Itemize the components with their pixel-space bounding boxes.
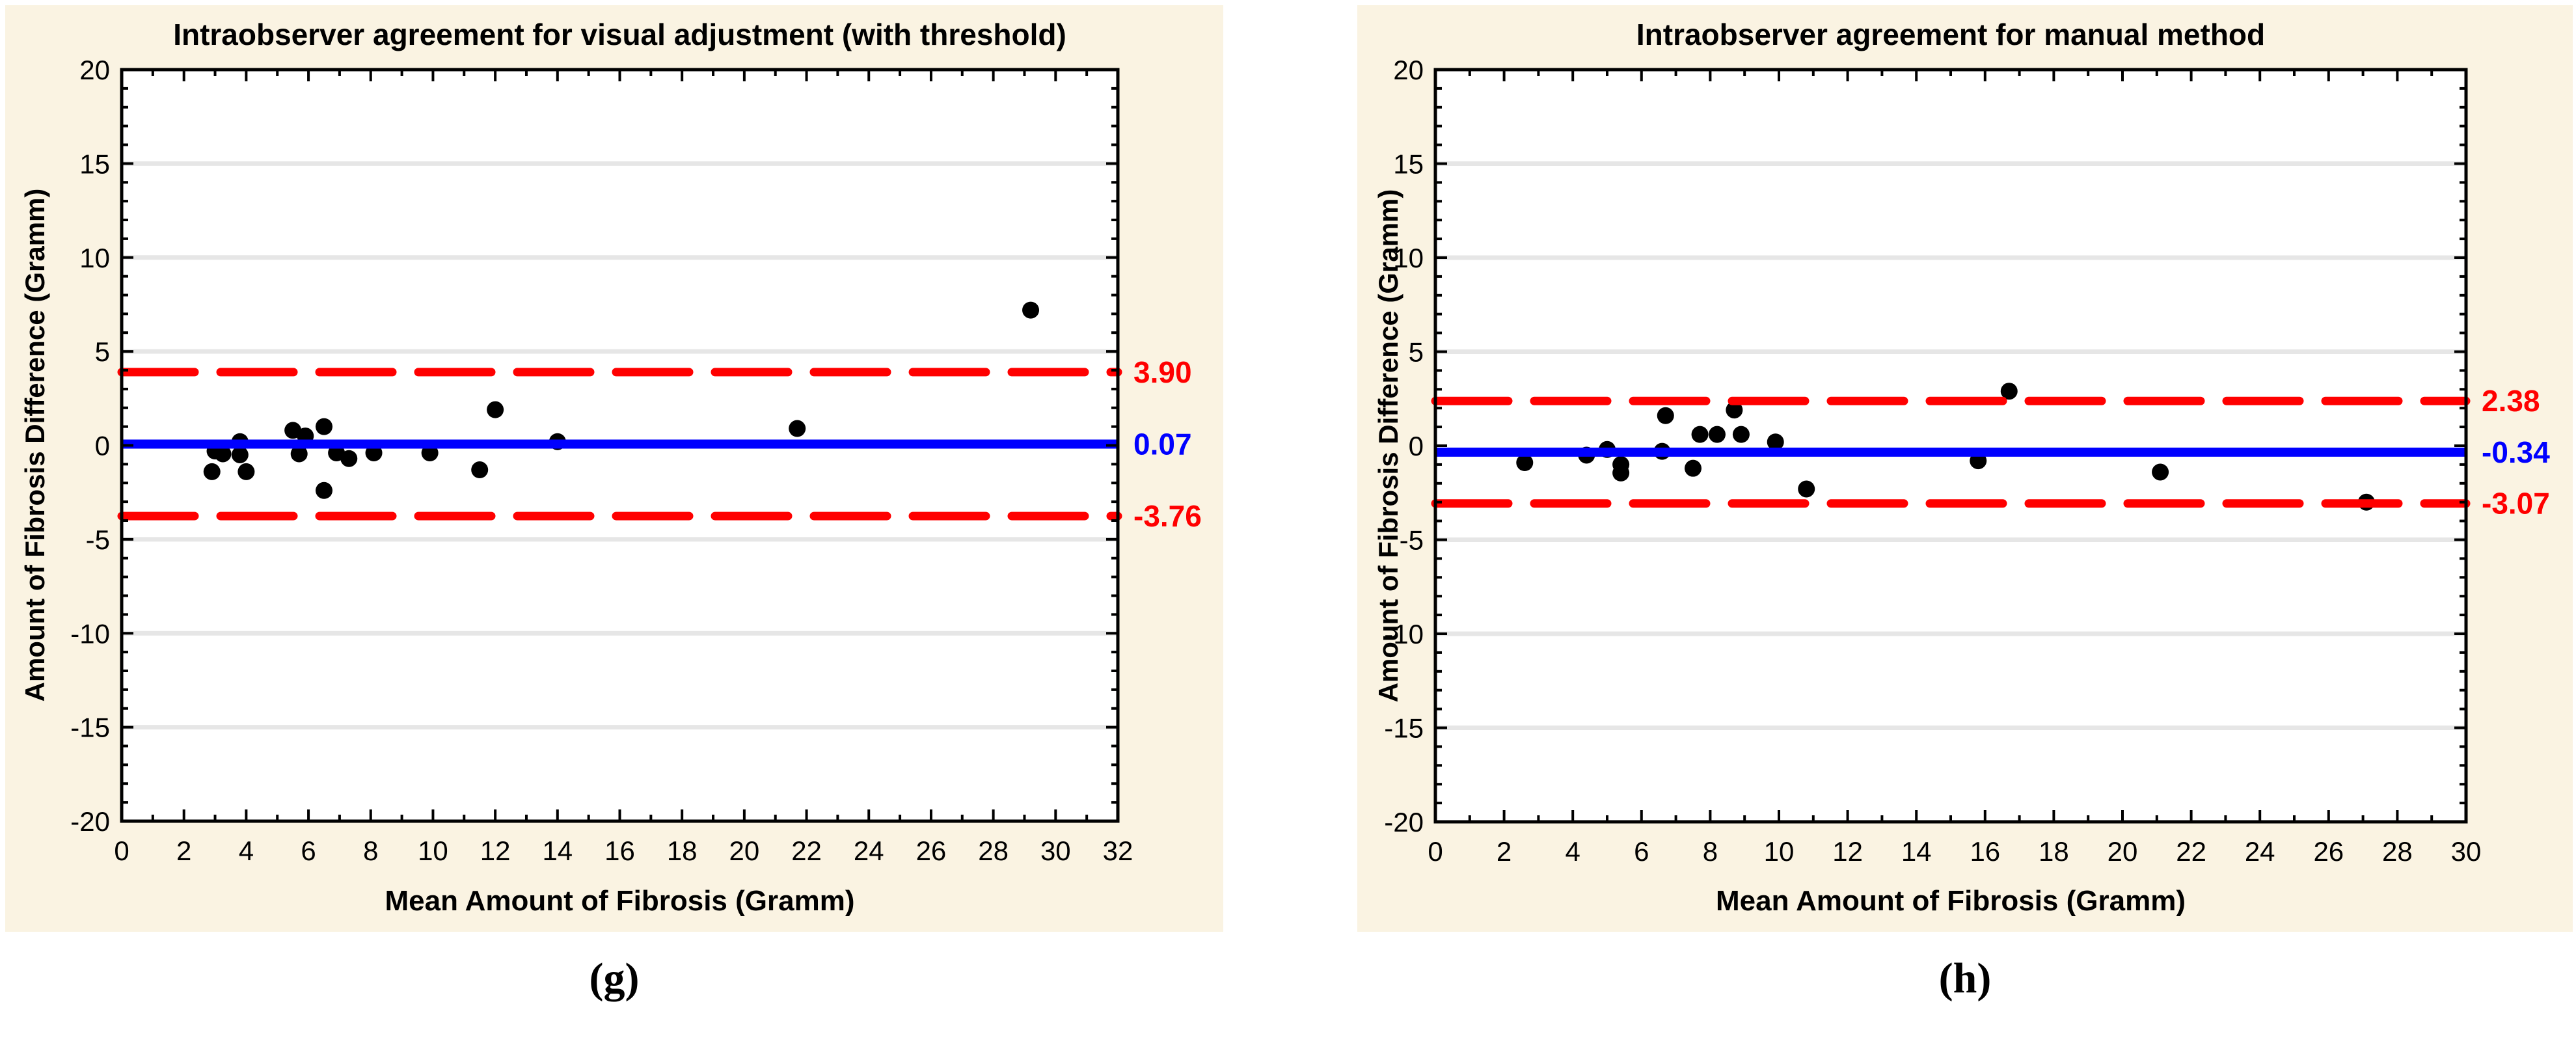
y-axis-label: Amount of Fibrosis Difference (Gramm)	[20, 188, 50, 702]
svg-text:-20: -20	[70, 806, 110, 837]
svg-text:-15: -15	[1384, 713, 1424, 744]
svg-text:0: 0	[1409, 431, 1424, 461]
svg-text:14: 14	[542, 835, 573, 866]
svg-text:-5: -5	[86, 524, 110, 555]
svg-text:14: 14	[1901, 836, 1932, 867]
svg-text:22: 22	[791, 835, 822, 866]
svg-text:10: 10	[1764, 836, 1795, 867]
svg-text:-3.76: -3.76	[1133, 499, 1202, 533]
svg-text:18: 18	[667, 835, 698, 866]
svg-text:2: 2	[176, 835, 191, 866]
svg-text:0: 0	[114, 835, 129, 866]
svg-text:20: 20	[729, 835, 760, 866]
svg-text:12: 12	[480, 835, 511, 866]
svg-text:32: 32	[1103, 835, 1133, 866]
svg-text:28: 28	[978, 835, 1009, 866]
svg-text:8: 8	[363, 835, 378, 866]
svg-text:28: 28	[2382, 836, 2413, 867]
svg-text:2.38: 2.38	[2482, 384, 2540, 418]
svg-text:3.90: 3.90	[1133, 355, 1192, 389]
svg-text:12: 12	[1832, 836, 1863, 867]
svg-text:8: 8	[1703, 836, 1718, 867]
svg-text:-15: -15	[70, 712, 110, 743]
svg-text:18: 18	[2039, 836, 2069, 867]
svg-text:-10: -10	[1384, 619, 1424, 649]
x-axis-label: Mean Amount of Fibrosis (Gramm)	[1716, 885, 2186, 917]
chart-title: Intraobserver agreement for visual adjus…	[173, 18, 1066, 51]
svg-text:5: 5	[95, 336, 110, 367]
bland-altman-plot-manual-method: 0 2 4 6 8 10 12 14 16 18 20 22 24 26 28 30-20-15-10-505…	[1384, 55, 2550, 867]
svg-text:4: 4	[1566, 836, 1580, 867]
svg-text:-20: -20	[1384, 807, 1424, 837]
svg-text:16: 16	[604, 835, 635, 866]
svg-text:0: 0	[1428, 836, 1443, 867]
svg-text:-10: -10	[70, 618, 110, 649]
svg-text:24: 24	[854, 835, 884, 866]
svg-text:-0.34: -0.34	[2482, 435, 2550, 469]
svg-text:20: 20	[79, 55, 110, 85]
panel-manual-method: 0 2 4 6 8 10 12 14 16 18 20 22 24 26 28 30 -20 -15 -10 -5 0 5…	[1357, 5, 2573, 932]
svg-text:2: 2	[1497, 836, 1512, 867]
subfigure-caption-g: (g)	[589, 955, 640, 1002]
svg-text:0.07: 0.07	[1133, 427, 1192, 461]
svg-text:10: 10	[418, 835, 448, 866]
svg-text:26: 26	[2313, 836, 2344, 867]
subfigure-caption-h: (h)	[1938, 955, 1992, 1002]
svg-text:30: 30	[1040, 835, 1071, 866]
svg-text:10: 10	[79, 243, 110, 273]
svg-text:20: 20	[2108, 836, 2138, 867]
svg-text:6: 6	[1634, 836, 1649, 867]
svg-text:-3.07: -3.07	[2482, 487, 2550, 521]
chart-title: Intraobserver agreement for manual metho…	[1636, 18, 2266, 51]
svg-text:0: 0	[95, 431, 110, 461]
svg-text:22: 22	[2176, 836, 2206, 867]
x-axis-label: Mean Amount of Fibrosis (Gramm)	[385, 885, 855, 917]
svg-text:15: 15	[79, 148, 110, 179]
svg-text:26: 26	[916, 835, 947, 866]
svg-text:24: 24	[2245, 836, 2275, 867]
y-axis-label: Amount of Fibrosis Difference (Gramm)	[1373, 189, 1403, 703]
panel-visual-adjustment: 0 2 4 6 8 10 12 14 16 18 20 22 24 26 28 30 32 -20 -15 -10 -5…	[5, 5, 1223, 932]
svg-text:20: 20	[1393, 55, 1424, 85]
bland-altman-plot-visual-adjustment: 0 2 4 6 8 10 12 14 16 18 20 22 24 26 28 30 32-20-15-10-5…	[70, 55, 1202, 866]
svg-text:4: 4	[239, 835, 254, 866]
svg-text:16: 16	[1970, 836, 2000, 867]
svg-text:-5: -5	[1400, 525, 1424, 556]
svg-text:15: 15	[1393, 149, 1424, 180]
svg-text:30: 30	[2451, 836, 2482, 867]
svg-text:6: 6	[301, 835, 316, 866]
svg-text:10: 10	[1393, 243, 1424, 273]
svg-text:5: 5	[1409, 337, 1424, 368]
